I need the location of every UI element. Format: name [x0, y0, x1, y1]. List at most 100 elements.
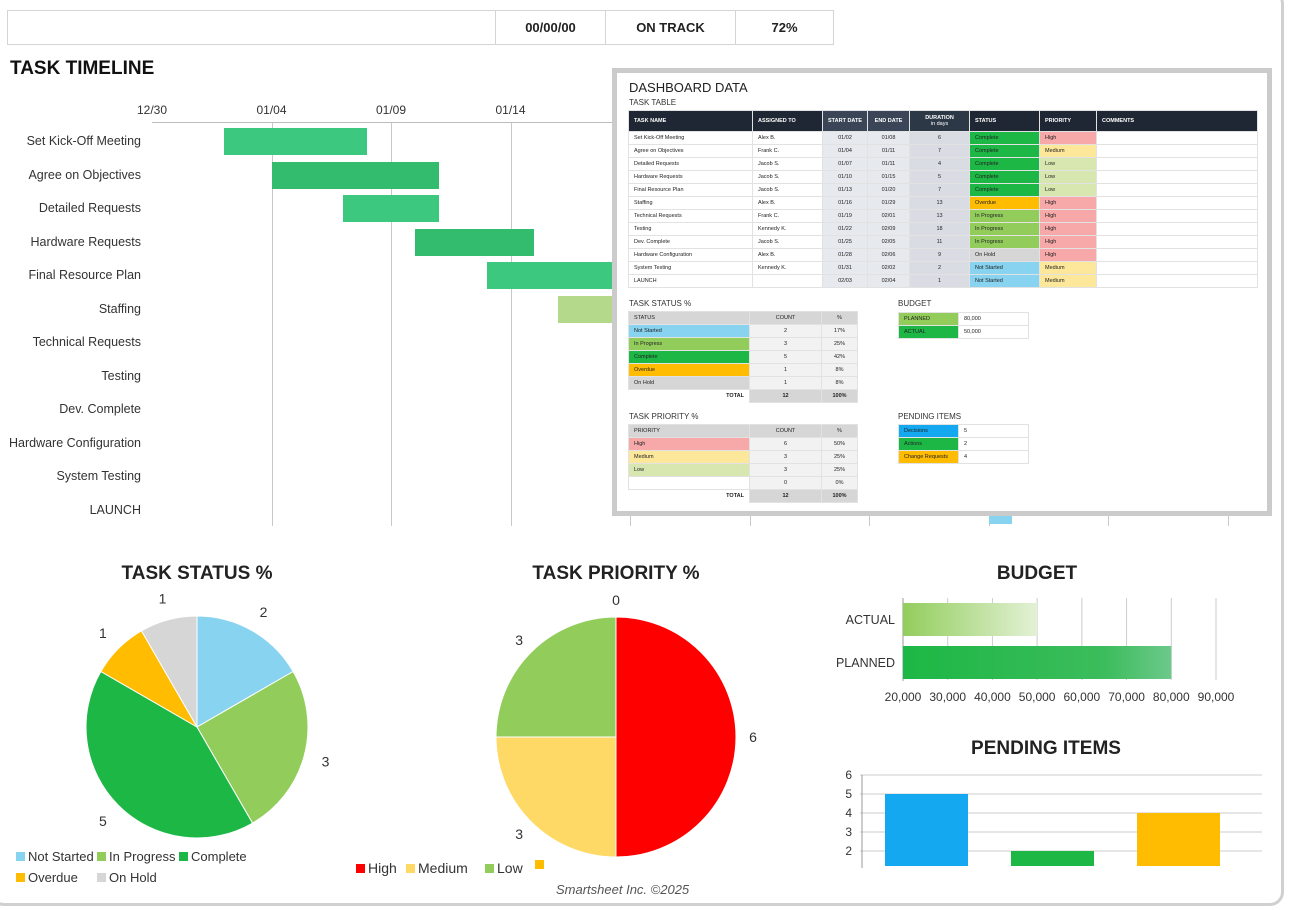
priority-table: PRIORITY COUNT% High 6 50% Medium 3 25% Low 3 25% 0… [628, 424, 858, 503]
dashboard-data-panel: DASHBOARD DATA TASK TABLE TASK NAME ASSIG… [612, 68, 1272, 516]
total-label: TOTAL [726, 493, 744, 500]
timeline-gridline [391, 123, 392, 526]
task-bar[interactable] [414, 228, 535, 256]
budget-tick: 70,000 [1108, 690, 1145, 704]
cell-label: Overdue [628, 363, 750, 377]
pie-slice[interactable] [615, 616, 737, 858]
table-row: Overdue 1 8% [628, 363, 858, 377]
pending-tick: 3 [845, 825, 852, 839]
cell-start: 01/02 [821, 131, 869, 145]
status-legend-in-progress: In Progress [97, 849, 175, 864]
timeline-tick: 12/30 [136, 103, 168, 117]
pie-slice[interactable] [85, 670, 254, 839]
cell-label: Actions [898, 437, 959, 451]
legend-swatch [179, 852, 188, 861]
task-label: Hardware Requests [30, 234, 141, 249]
legend-swatch [485, 863, 494, 873]
cell-end: 02/06 [867, 248, 911, 262]
task-bar[interactable] [271, 161, 439, 189]
pie-data-label: 1 [159, 591, 167, 607]
cell-count: 6 [749, 437, 822, 451]
cell-duration: 4 [909, 157, 971, 171]
cell-start: 01/25 [821, 235, 869, 249]
budget-table-title: BUDGET [898, 299, 932, 308]
cell-percent: 25% [821, 337, 858, 351]
cell-count: 1 [749, 376, 822, 390]
footer-copyright: Smartsheet Inc. ©2025 [556, 882, 690, 897]
cell-count: 1 [749, 363, 822, 377]
timeline-tick: 01/14 [495, 103, 526, 117]
cell-priority: Medium [1039, 144, 1098, 158]
cell-start: 01/28 [821, 248, 869, 262]
cell-end: 01/11 [867, 157, 911, 171]
pie-data-label: 3 [322, 753, 330, 769]
timeline-tick: 01/09 [375, 103, 407, 117]
pie-slice[interactable] [196, 615, 294, 728]
pie-data-label: 3 [515, 826, 523, 842]
cell-value: 4 [958, 450, 1029, 464]
budget-bar[interactable] [903, 646, 1172, 679]
table-row: Low 3 25% [628, 463, 858, 477]
cell-value: 50,000 [958, 325, 1029, 339]
pie-slice[interactable] [140, 615, 198, 729]
timeline-axis [152, 122, 622, 123]
table-row: On Hold 1 8% [628, 376, 858, 390]
table-row: Hardware Requests Jacob S. 01/10 01/15 5 Comp… [628, 170, 1258, 184]
cell-duration: 1 [909, 274, 971, 288]
pie-slice[interactable] [495, 736, 617, 858]
total-count: 12 [749, 489, 822, 503]
task-table-title: TASK TABLE [629, 98, 677, 107]
pending-chart-title: PENDING ITEMS [971, 738, 1121, 759]
cell-priority: High [1039, 222, 1098, 236]
cell-label [628, 476, 750, 490]
priority-legend-low: Low [485, 860, 523, 876]
task-table: TASK NAME ASSIGNED TO START DATE END DATE DU… [628, 110, 1258, 288]
task-label: System Testing [56, 469, 141, 483]
pie-data-label: 3 [515, 632, 523, 648]
pending-bar[interactable] [1137, 813, 1220, 866]
pending-bar[interactable] [885, 794, 968, 866]
status-chart-title: TASK STATUS % [121, 563, 273, 584]
col-duration: DURATION in days [909, 110, 971, 132]
status-legend-complete: Complete [179, 849, 247, 864]
legend-swatch [356, 863, 365, 873]
priority-chart-title: TASK PRIORITY % [532, 563, 700, 584]
cell-comments[interactable] [1096, 274, 1258, 288]
cell-start: 01/10 [821, 170, 869, 184]
cell-count: 3 [749, 450, 822, 464]
legend-swatch [97, 873, 106, 882]
cell-label: Change Requests [898, 450, 959, 464]
table-row: Change Requests 4 [898, 450, 1029, 464]
status-table: STATUS COUNT% Not Started 2 17% In Progress 3 2… [628, 311, 858, 403]
percent-complete-value: 72% [735, 10, 834, 45]
cell-start: 02/03 [821, 274, 869, 288]
task-bar[interactable] [343, 195, 439, 222]
total-percent: 100% [821, 489, 858, 503]
col-assigned: ASSIGNED TO [752, 110, 823, 132]
legend-label: Not Started [28, 849, 94, 864]
table-row: In Progress 3 25% [628, 337, 858, 351]
budget-bar[interactable] [903, 603, 1038, 636]
pending-bar[interactable] [1011, 851, 1094, 866]
cell-percent: 17% [821, 324, 858, 338]
task-label: Hardware Configuration [8, 435, 141, 450]
status-legend-overdue: Overdue [16, 870, 78, 885]
pie-slice[interactable] [495, 616, 617, 738]
col-priority: PRIORITY [1039, 110, 1098, 132]
cell-percent: 8% [821, 363, 858, 377]
col-start: START DATE [821, 110, 869, 132]
table-row: Actions 2 [898, 437, 1029, 451]
pending-table: Decisions 5 Actions 2 Change Requests 4 [898, 424, 1029, 464]
task-label: Dev. Complete [59, 402, 141, 416]
cell-label: Decisions [898, 424, 959, 438]
budget-category: PLANNED [836, 656, 895, 670]
pie-slice[interactable] [196, 670, 309, 824]
legend-label: Medium [418, 860, 468, 876]
pie-data-label: 0 [612, 592, 620, 608]
task-bar[interactable] [223, 128, 368, 155]
dashboard-data-title: DASHBOARD DATA [629, 80, 748, 95]
timeline-title: TASK TIMELINE [10, 58, 155, 79]
cell-end: 02/05 [867, 235, 911, 249]
priority-legend-high: High [356, 860, 397, 876]
